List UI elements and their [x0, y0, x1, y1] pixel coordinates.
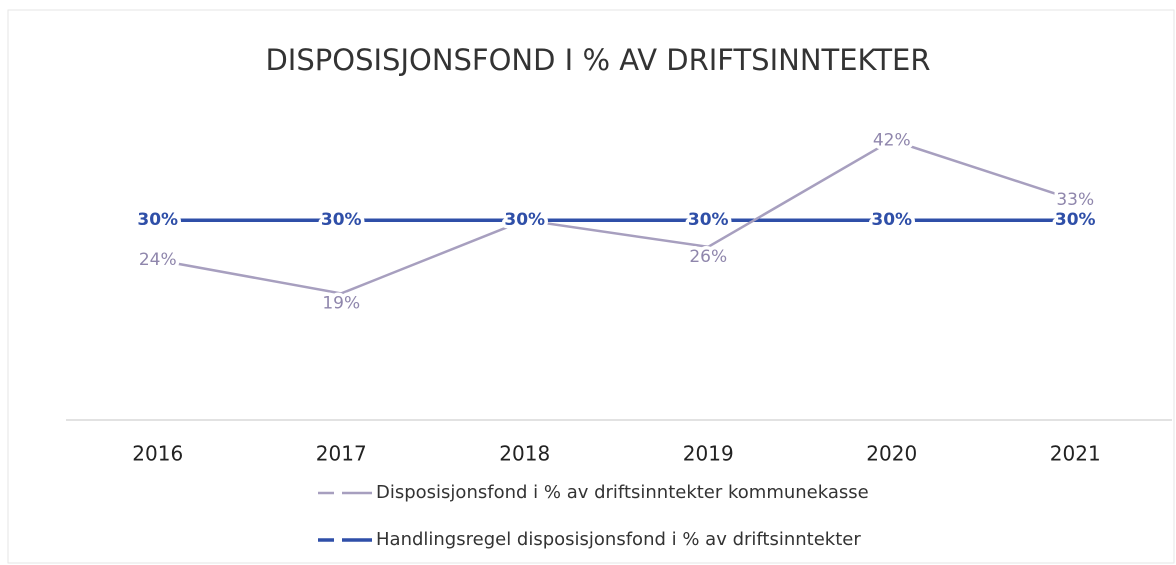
data-label: 19%: [322, 293, 360, 313]
data-label: 30%: [504, 210, 545, 230]
legend-label: Handlingsregel disposisjonsfond i % av d…: [376, 529, 861, 550]
data-label: 42%: [873, 130, 911, 150]
chart-frame: [7, 9, 1175, 564]
data-label: 30%: [321, 210, 362, 230]
x-tick-label: 2020: [866, 442, 917, 466]
x-tick-label: 2016: [132, 442, 183, 466]
x-tick-label: 2017: [316, 442, 367, 466]
x-tick-label: 2019: [683, 442, 734, 466]
data-label: 30%: [871, 210, 912, 230]
legend-label: Disposisjonsfond i % av driftsinntekter …: [376, 482, 869, 503]
data-label: 30%: [688, 210, 729, 230]
data-label: 30%: [137, 210, 178, 230]
data-label: 26%: [689, 247, 727, 267]
data-label: 30%: [1055, 210, 1096, 230]
data-label: 24%: [139, 250, 177, 270]
x-tick-label: 2018: [499, 442, 550, 466]
x-tick-label: 2021: [1050, 442, 1101, 466]
series-line: [157, 138, 1076, 295]
data-label: 30%: [506, 210, 544, 230]
chart-title: DISPOSISJONSFOND I % AV DRIFTSINNTEKTER: [265, 43, 930, 77]
data-label: 33%: [1056, 190, 1094, 210]
